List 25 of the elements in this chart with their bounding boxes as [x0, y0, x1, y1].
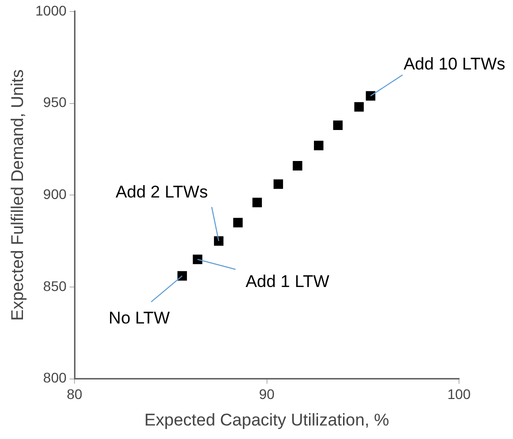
point: [354, 102, 364, 112]
y-tick-label: 1000: [35, 2, 67, 18]
point: [333, 120, 343, 130]
x-tick-label: 90: [258, 386, 275, 402]
x-tick-label: 100: [447, 386, 471, 402]
point: [177, 271, 187, 281]
annotation: No LTW: [108, 308, 170, 328]
point: [233, 218, 243, 228]
annotation: Add 1 LTW: [246, 272, 330, 292]
y-tick-label: 950: [43, 94, 67, 110]
x-axis-title: Expected Capacity Utilization, %: [144, 410, 390, 430]
annotation: Add 2 LTWs: [116, 182, 208, 202]
y-axis-title: Expected Fulfilled Demand, Units: [8, 69, 27, 321]
y-tick-label: 900: [43, 186, 67, 202]
point: [252, 198, 262, 208]
point: [366, 91, 376, 101]
point: [314, 140, 324, 150]
annotation: Add 10 LTWs: [404, 54, 506, 74]
x-tick-label: 80: [66, 386, 83, 402]
point: [214, 236, 224, 246]
y-tick-label: 850: [43, 278, 67, 294]
point: [292, 160, 302, 170]
point: [192, 254, 202, 264]
y-tick-label: 800: [43, 370, 67, 386]
point: [274, 179, 284, 189]
